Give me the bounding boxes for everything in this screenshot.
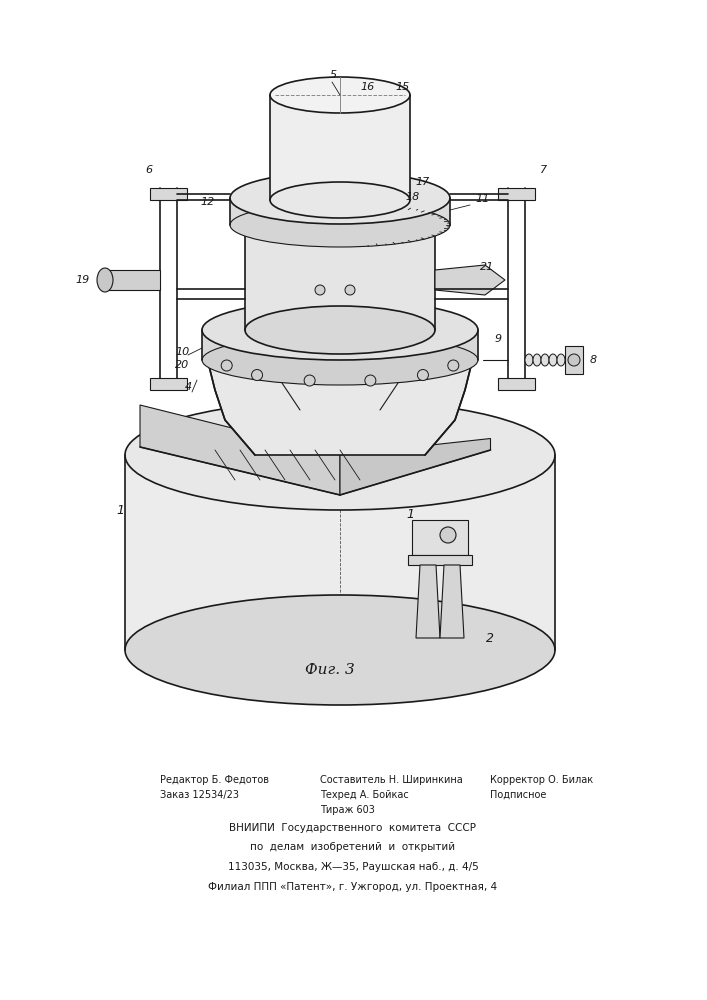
Text: 10: 10 (175, 347, 189, 357)
Ellipse shape (97, 268, 113, 292)
Text: 8: 8 (590, 355, 597, 365)
Polygon shape (440, 565, 464, 638)
Text: Фиг. 3: Фиг. 3 (305, 663, 355, 677)
Text: Редактор Б. Федотов: Редактор Б. Федотов (160, 775, 269, 785)
Ellipse shape (270, 182, 410, 218)
Polygon shape (412, 520, 468, 555)
Ellipse shape (557, 354, 565, 366)
Text: 7: 7 (540, 165, 547, 175)
Polygon shape (340, 438, 491, 495)
Ellipse shape (525, 354, 533, 366)
Text: Корректор О. Билак: Корректор О. Билак (490, 775, 593, 785)
Text: Подписное: Подписное (490, 790, 547, 800)
Ellipse shape (230, 172, 450, 224)
Text: 16: 16 (360, 82, 374, 92)
Text: по  делам  изобретений  и  открытий: по делам изобретений и открытий (250, 842, 455, 852)
Ellipse shape (245, 306, 435, 354)
Polygon shape (270, 95, 410, 200)
Circle shape (440, 527, 456, 543)
Polygon shape (105, 270, 160, 290)
Polygon shape (408, 555, 472, 565)
Polygon shape (416, 565, 440, 638)
Text: 19: 19 (76, 275, 90, 285)
Circle shape (568, 354, 580, 366)
Polygon shape (205, 350, 475, 455)
Ellipse shape (125, 595, 555, 705)
Circle shape (417, 370, 428, 381)
Ellipse shape (125, 400, 555, 510)
Ellipse shape (270, 77, 410, 113)
Text: ВНИИПИ  Государственного  комитета  СССР: ВНИИПИ Государственного комитета СССР (230, 823, 477, 833)
Ellipse shape (202, 300, 478, 360)
Ellipse shape (230, 203, 450, 247)
Ellipse shape (245, 196, 435, 244)
Polygon shape (150, 378, 187, 390)
Text: 113035, Москва, Ж—35, Раушская наб., д. 4/5: 113035, Москва, Ж—35, Раушская наб., д. … (228, 862, 479, 872)
Text: 1: 1 (116, 504, 124, 516)
Circle shape (345, 285, 355, 295)
Polygon shape (498, 378, 535, 390)
Ellipse shape (549, 354, 557, 366)
Polygon shape (150, 188, 187, 200)
Polygon shape (230, 198, 450, 225)
Text: 6: 6 (145, 165, 152, 175)
Text: 1: 1 (406, 508, 414, 522)
Circle shape (315, 285, 325, 295)
Text: 20: 20 (175, 360, 189, 370)
Polygon shape (435, 265, 505, 295)
Polygon shape (125, 455, 555, 650)
Text: 9: 9 (495, 334, 502, 344)
Text: 21: 21 (480, 262, 494, 272)
Text: 5: 5 (330, 70, 337, 80)
Polygon shape (245, 220, 435, 330)
Text: 2: 2 (486, 632, 494, 645)
Text: 17: 17 (415, 177, 429, 187)
Circle shape (252, 370, 262, 381)
Polygon shape (202, 330, 478, 360)
Circle shape (304, 375, 315, 386)
Text: Тираж 603: Тираж 603 (320, 805, 375, 815)
Polygon shape (498, 188, 535, 200)
Ellipse shape (533, 354, 541, 366)
Polygon shape (565, 346, 583, 374)
Ellipse shape (202, 335, 478, 385)
Circle shape (221, 360, 232, 371)
Ellipse shape (205, 318, 475, 382)
Text: Составитель Н. Ширинкина: Составитель Н. Ширинкина (320, 775, 463, 785)
Text: 15: 15 (395, 82, 409, 92)
Text: 11: 11 (475, 194, 489, 204)
Polygon shape (140, 405, 340, 495)
Text: 12: 12 (200, 197, 214, 207)
Circle shape (365, 375, 376, 386)
Text: 4: 4 (185, 382, 192, 392)
Text: Техред А. Бойкас: Техред А. Бойкас (320, 790, 409, 800)
Text: Заказ 12534/23: Заказ 12534/23 (160, 790, 239, 800)
Text: Филиал ППП «Патент», г. Ужгород, ул. Проектная, 4: Филиал ППП «Патент», г. Ужгород, ул. Про… (209, 882, 498, 892)
Text: 18: 18 (405, 192, 419, 202)
Ellipse shape (541, 354, 549, 366)
Circle shape (448, 360, 459, 371)
